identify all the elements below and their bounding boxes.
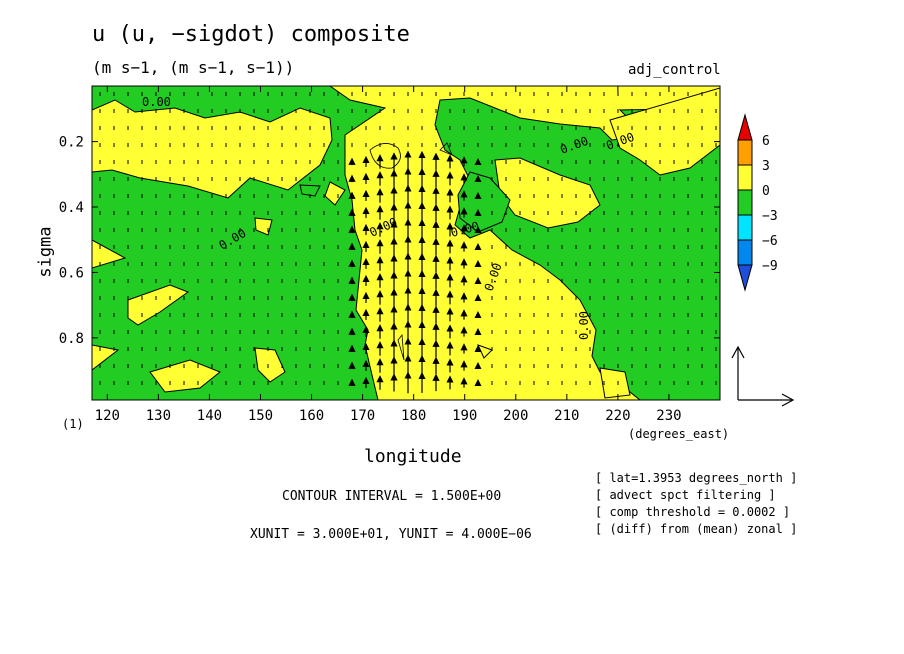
contour-label: 0.00 (142, 95, 171, 109)
frame-index: (1) (62, 417, 84, 431)
filled-contours (92, 86, 720, 400)
x-tick-label: 130 (146, 408, 171, 424)
reference-vector (731, 345, 795, 407)
x-tick-label: 120 (95, 408, 120, 424)
colorbar-label: −3 (762, 209, 778, 224)
wind-vectors (99, 92, 717, 394)
y-tick-label: 0.6 (59, 265, 84, 281)
positive-region (92, 344, 120, 371)
colorbar-label: 3 (762, 159, 770, 174)
note-line: [ comp threshold = 0.0002 ] (595, 505, 791, 519)
negative-region (457, 171, 511, 233)
colorbar-swatch (737, 264, 753, 292)
notes-block: [ lat=1.3953 degrees_north ] [ advect sp… (595, 470, 797, 538)
positive-region (149, 359, 221, 393)
y-axis: 0.2 0.4 0.6 0.8 (59, 135, 720, 347)
positive-region (609, 87, 720, 176)
chart-title: u (u, −sigdot) composite (92, 22, 410, 47)
x-tick-label: 210 (554, 408, 579, 424)
x-tick-label: 230 (656, 408, 681, 424)
x-tick-label: 220 (605, 408, 630, 424)
colorbar-label: −9 (762, 259, 778, 274)
x-tick-label: 180 (401, 408, 426, 424)
x-tick-label: 150 (248, 408, 273, 424)
colorbar-swatch (737, 214, 753, 241)
colorbar: 6 3 0 −3 −6 −9 (737, 113, 778, 292)
colorbar-swatch (737, 139, 753, 166)
note-line: [ lat=1.3953 degrees_north ] (595, 471, 798, 485)
reference-arrowhead-y (731, 345, 745, 359)
contour-line (439, 142, 453, 156)
colorbar-swatch (737, 113, 753, 141)
positive-region (92, 99, 333, 199)
vector-units: XUNIT = 3.000E+01, YUNIT = 4.000E−06 (250, 527, 532, 542)
contour-label: 0.00 (577, 311, 591, 340)
x-tick-label: 140 (197, 408, 222, 424)
x-axis: 120 130 140 150 160 170 180 190 200 210 220 230 (95, 86, 682, 424)
colorbar-label: 0 (762, 184, 770, 199)
plot-frame (91, 85, 721, 401)
y-tick-label: 0.2 (59, 135, 84, 151)
colorbar-swatch (737, 189, 753, 216)
contour-interval: CONTOUR INTERVAL = 1.500E+00 (282, 489, 502, 504)
y-tick-label: 0.4 (59, 200, 84, 216)
positive-region (127, 284, 190, 326)
note-line: [ advect spct filtering ] (595, 488, 776, 502)
x-axis-title: longitude (364, 446, 462, 467)
positive-region (599, 367, 631, 399)
positive-region (324, 181, 346, 206)
negative-region (299, 184, 321, 197)
x-tick-label: 160 (299, 408, 324, 424)
x-tick-label: 200 (503, 408, 528, 424)
contour-line (369, 143, 401, 169)
note-line: [ (diff) from (mean) zonal ] (595, 522, 798, 536)
positive-region (254, 347, 286, 383)
y-tick-label: 0.8 (59, 331, 84, 347)
colorbar-label: 6 (762, 134, 770, 149)
units-line: (m s−1, (m s−1, s−1)) (92, 58, 295, 77)
reference-arrowhead-x (781, 393, 795, 407)
x-unit-label: (degrees_east) (628, 427, 730, 441)
colorbar-swatch (737, 239, 753, 266)
colorbar-label: −6 (762, 234, 778, 249)
colorbar-swatch (737, 164, 753, 191)
x-tick-label: 190 (452, 408, 477, 424)
contour-line (397, 333, 405, 361)
x-tick-label: 170 (350, 408, 375, 424)
run-label: adj_control (628, 62, 721, 78)
